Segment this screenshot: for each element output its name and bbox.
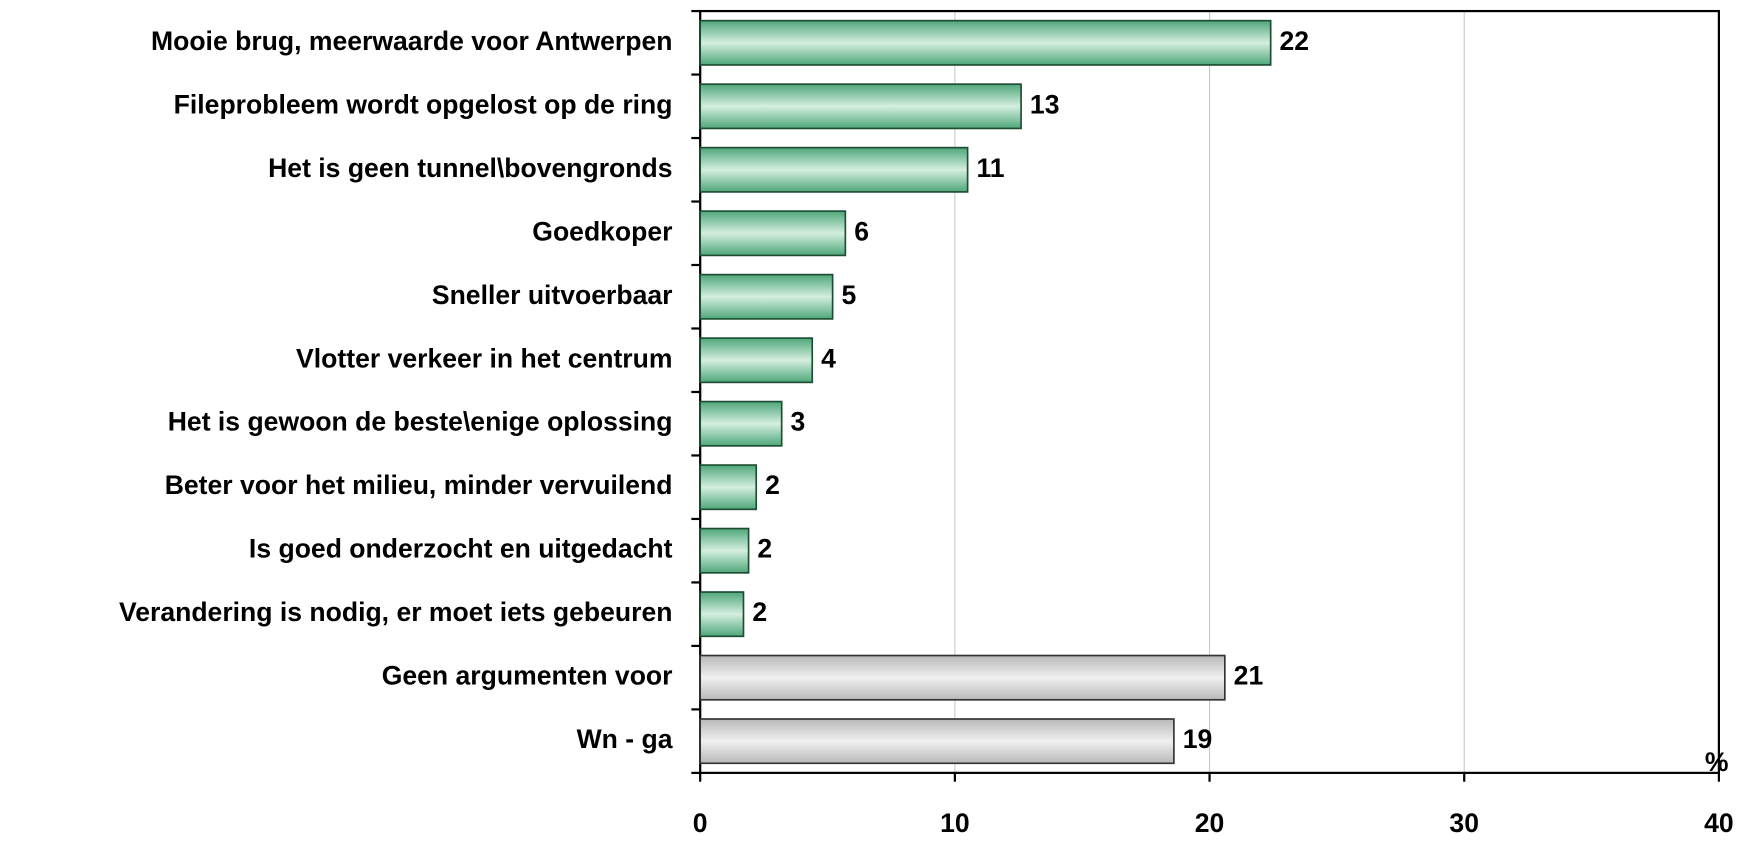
data-label: 6 [854, 216, 869, 246]
data-label: 22 [1280, 26, 1310, 56]
data-label: 13 [1030, 89, 1060, 119]
bar [699, 591, 745, 638]
y-tick-label: Goedkoper [532, 216, 672, 246]
bar [699, 146, 969, 193]
y-tick-label: Is goed onderzocht en uitgedacht [249, 534, 673, 564]
bar [699, 19, 1272, 66]
data-label: 2 [757, 534, 772, 564]
bar [699, 337, 814, 384]
x-tick-label: 30 [1449, 808, 1479, 836]
data-label: 21 [1234, 661, 1264, 691]
bar [699, 400, 783, 447]
data-label: 5 [841, 280, 856, 310]
y-tick-label: Fileprobleem wordt opgelost op de ring [174, 89, 673, 119]
data-label: 19 [1183, 724, 1213, 754]
y-tick-label: Mooie brug, meerwaarde voor Antwerpen [151, 26, 673, 56]
data-label: 2 [752, 597, 767, 627]
bar [699, 83, 1022, 130]
x-axis-label: % [1705, 747, 1729, 777]
x-tick-label: 40 [1704, 808, 1734, 836]
bar [699, 654, 1226, 701]
y-tick-label: Wn - ga [577, 724, 673, 754]
bar [699, 718, 1175, 765]
y-tick-label: Sneller uitvoerbaar [432, 280, 673, 310]
bar [699, 210, 847, 257]
bar [699, 464, 758, 511]
y-tick-label: Het is gewoon de beste\enige oplossing [168, 407, 673, 437]
data-label: 2 [765, 470, 780, 500]
data-label: 11 [976, 153, 1004, 183]
y-tick-label: Geen argumenten voor [382, 661, 673, 691]
x-tick-label: 10 [940, 808, 970, 836]
y-tick-label: Verandering is nodig, er moet iets gebeu… [119, 597, 673, 627]
x-tick-label: 20 [1195, 808, 1225, 836]
y-tick-label: Beter voor het milieu, minder vervuilend [165, 470, 673, 500]
bar [699, 527, 750, 574]
data-label: 3 [791, 407, 806, 437]
x-tick-label: 0 [693, 808, 708, 836]
bar [699, 273, 834, 320]
y-tick-label: Het is geen tunnel\bovengronds [268, 153, 672, 183]
data-label: 4 [821, 343, 836, 373]
y-tick-label: Vlotter verkeer in het centrum [296, 343, 672, 373]
